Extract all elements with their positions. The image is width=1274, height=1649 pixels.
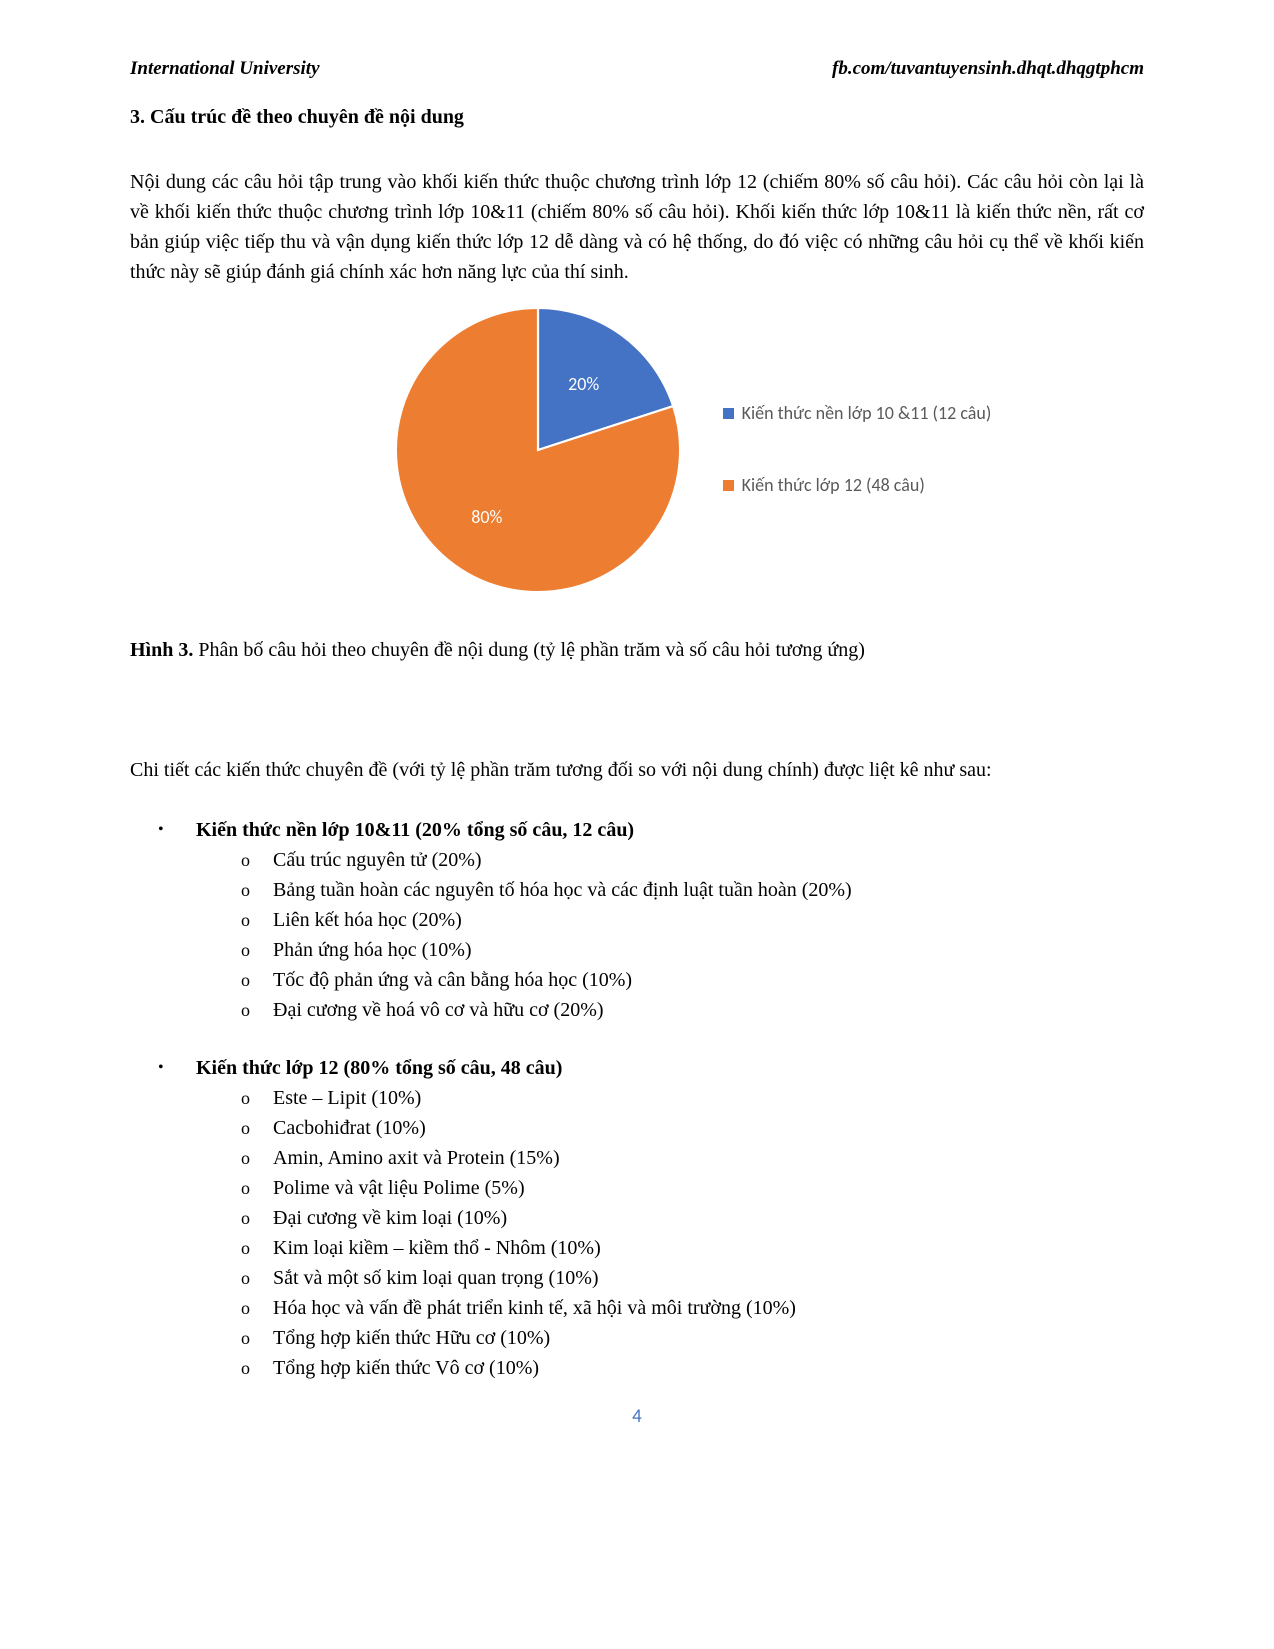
list-item: oPolime và vật liệu Polime (5%)	[241, 1173, 1144, 1203]
circle-bullet-icon: o	[241, 965, 273, 995]
bullet-icon: •	[158, 1053, 196, 1083]
circle-bullet-icon: o	[241, 1353, 273, 1383]
pie-chart-container: 20% 80% Kiến thức nền lớp 10 &11 (12 câu)…	[130, 305, 1144, 595]
list-item-text: Phản ứng hóa học (10%)	[273, 935, 472, 965]
list-item: oTổng hợp kiến thức Hữu cơ (10%)	[241, 1323, 1144, 1353]
list-item-text: Đại cương về hoá vô cơ và hữu cơ (20%)	[273, 995, 604, 1025]
list-item-text: Hóa học và vấn đề phát triển kinh tế, xã…	[273, 1293, 796, 1323]
list-item-text: Đại cương về kim loại (10%)	[273, 1203, 507, 1233]
list-item: oEste – Lipit (10%)	[241, 1083, 1144, 1113]
content-group: •Kiến thức lớp 12 (80% tổng số câu, 48 c…	[158, 1053, 1144, 1383]
list-item: oĐại cương về kim loại (10%)	[241, 1203, 1144, 1233]
circle-bullet-icon: o	[241, 1293, 273, 1323]
legend-swatch	[723, 480, 734, 491]
detail-intro: Chi tiết các kiến thức chuyên đề (với tỷ…	[130, 755, 1144, 785]
legend-item: Kiến thức nền lớp 10 &11 (12 câu)	[723, 400, 992, 427]
pie-slice-label: 20%	[568, 371, 599, 398]
pie-slice-label: 80%	[471, 504, 502, 531]
circle-bullet-icon: o	[241, 995, 273, 1025]
circle-bullet-icon: o	[241, 875, 273, 905]
list-item: oLiên kết hóa học (20%)	[241, 905, 1144, 935]
circle-bullet-icon: o	[241, 1143, 273, 1173]
list-item-text: Cacbohiđrat (10%)	[273, 1113, 426, 1143]
circle-bullet-icon: o	[241, 1323, 273, 1353]
pie-chart: 20% 80%	[393, 305, 683, 595]
sub-list: oEste – Lipit (10%)oCacbohiđrat (10%)oAm…	[158, 1083, 1144, 1383]
list-item-text: Tổng hợp kiến thức Vô cơ (10%)	[273, 1353, 539, 1383]
list-item-text: Polime và vật liệu Polime (5%)	[273, 1173, 525, 1203]
circle-bullet-icon: o	[241, 1233, 273, 1263]
circle-bullet-icon: o	[241, 1173, 273, 1203]
list-item-text: Tổng hợp kiến thức Hữu cơ (10%)	[273, 1323, 550, 1353]
content-groups: •Kiến thức nền lớp 10&11 (20% tổng số câ…	[130, 815, 1144, 1383]
circle-bullet-icon: o	[241, 1083, 273, 1113]
circle-bullet-icon: o	[241, 905, 273, 935]
legend-text: Kiến thức lớp 12 (48 câu)	[742, 472, 925, 499]
list-item: oPhản ứng hóa học (10%)	[241, 935, 1144, 965]
circle-bullet-icon: o	[241, 1203, 273, 1233]
figure-caption: Hình 3. Phân bố câu hỏi theo chuyên đề n…	[130, 635, 1144, 665]
section-title: 3. Cấu trúc đề theo chuyên đề nội dung	[130, 102, 1144, 132]
header-right: fb.com/tuvantuyensinh.dhqt.dhqgtphcm	[832, 55, 1144, 84]
list-item: oCacbohiđrat (10%)	[241, 1113, 1144, 1143]
circle-bullet-icon: o	[241, 845, 273, 875]
list-item-text: Cấu trúc nguyên tử (20%)	[273, 845, 482, 875]
list-item: oKim loại kiềm – kiềm thổ - Nhôm (10%)	[241, 1233, 1144, 1263]
list-item-text: Bảng tuần hoàn các nguyên tố hóa học và …	[273, 875, 852, 905]
page-number: 4	[130, 1403, 1144, 1432]
circle-bullet-icon: o	[241, 1113, 273, 1143]
legend-item: Kiến thức lớp 12 (48 câu)	[723, 472, 992, 499]
list-item: oSắt và một số kim loại quan trọng (10%)	[241, 1263, 1144, 1293]
list-item-text: Kim loại kiềm – kiềm thổ - Nhôm (10%)	[273, 1233, 601, 1263]
list-item: oCấu trúc nguyên tử (20%)	[241, 845, 1144, 875]
legend-text: Kiến thức nền lớp 10 &11 (12 câu)	[742, 400, 992, 427]
sub-list: oCấu trúc nguyên tử (20%)oBảng tuần hoàn…	[158, 845, 1144, 1025]
list-item-text: Amin, Amino axit và Protein (15%)	[273, 1143, 560, 1173]
circle-bullet-icon: o	[241, 935, 273, 965]
group-title: Kiến thức lớp 12 (80% tổng số câu, 48 câ…	[196, 1053, 562, 1083]
circle-bullet-icon: o	[241, 1263, 273, 1293]
list-item: oĐại cương về hoá vô cơ và hữu cơ (20%)	[241, 995, 1144, 1025]
content-group: •Kiến thức nền lớp 10&11 (20% tổng số câ…	[158, 815, 1144, 1025]
list-item: oHóa học và vấn đề phát triển kinh tế, x…	[241, 1293, 1144, 1323]
header-left: International University	[130, 55, 320, 84]
legend-swatch	[723, 408, 734, 419]
list-item: oTốc độ phản ứng và cân bằng hóa học (10…	[241, 965, 1144, 995]
list-item: oBảng tuần hoàn các nguyên tố hóa học và…	[241, 875, 1144, 905]
intro-paragraph: Nội dung các câu hỏi tập trung vào khối …	[130, 167, 1144, 287]
figure-caption-text: Phân bố câu hỏi theo chuyên đề nội dung …	[193, 639, 865, 661]
list-item-text: Sắt và một số kim loại quan trọng (10%)	[273, 1263, 599, 1293]
chart-legend: Kiến thức nền lớp 10 &11 (12 câu) Kiến th…	[723, 400, 992, 499]
list-item-text: Liên kết hóa học (20%)	[273, 905, 462, 935]
page-header: International University fb.com/tuvantuy…	[130, 55, 1144, 84]
list-item: oTổng hợp kiến thức Vô cơ (10%)	[241, 1353, 1144, 1383]
list-item-text: Tốc độ phản ứng và cân bằng hóa học (10%…	[273, 965, 632, 995]
group-title: Kiến thức nền lớp 10&11 (20% tổng số câu…	[196, 815, 634, 845]
bullet-icon: •	[158, 815, 196, 845]
list-item: oAmin, Amino axit và Protein (15%)	[241, 1143, 1144, 1173]
figure-caption-lead: Hình 3.	[130, 639, 193, 661]
list-item-text: Este – Lipit (10%)	[273, 1083, 421, 1113]
pie-svg	[393, 305, 683, 595]
